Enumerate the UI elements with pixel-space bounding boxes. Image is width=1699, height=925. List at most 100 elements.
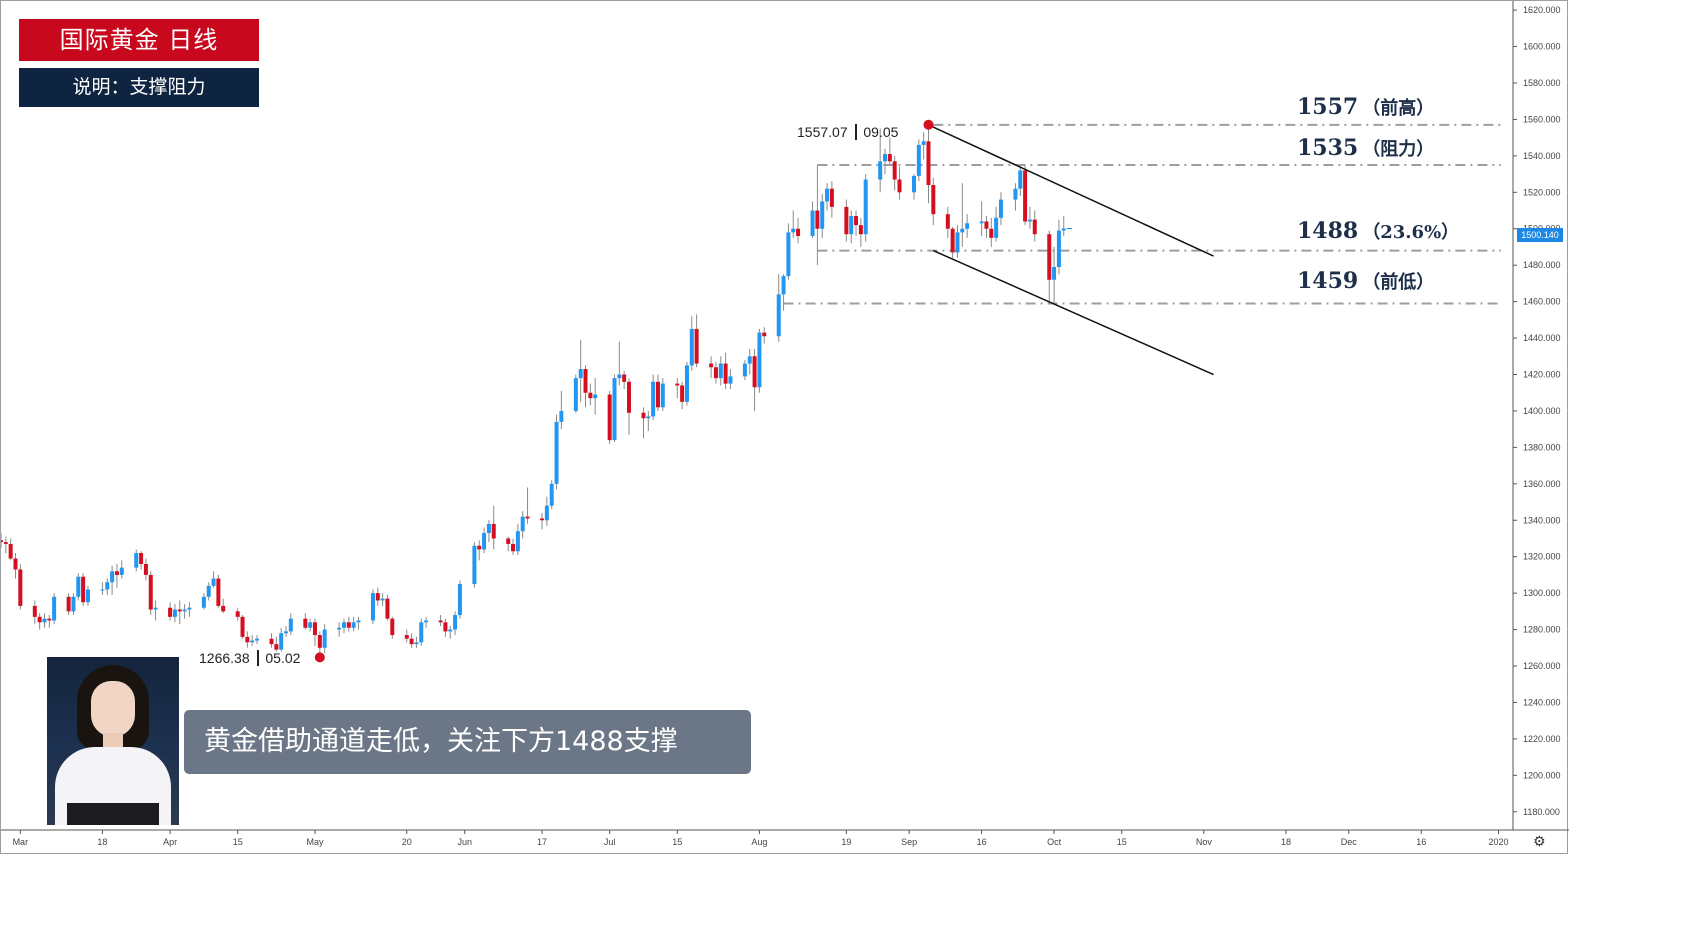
candle-up xyxy=(1013,188,1018,200)
x-tick-label: Jul xyxy=(604,837,616,847)
candle-up xyxy=(1018,170,1023,189)
y-tick-label: 1540.000 xyxy=(1523,151,1561,161)
x-tick-label: 16 xyxy=(977,837,987,847)
high-marker xyxy=(923,119,934,130)
candle-down xyxy=(583,369,588,393)
candle-up xyxy=(255,638,260,641)
candle-up xyxy=(573,378,578,411)
level-tag: （阻力） xyxy=(1362,139,1435,160)
gear-icon[interactable]: ⚙ xyxy=(1533,834,1546,850)
candle-down xyxy=(143,563,148,575)
candle-down xyxy=(32,605,37,617)
low-annotation: 1266.38 05.02 xyxy=(199,650,301,666)
candle-down xyxy=(303,618,308,628)
candle-down xyxy=(815,210,820,229)
candle-up xyxy=(250,640,255,643)
candle-up xyxy=(994,217,999,238)
candle-down xyxy=(409,638,414,645)
y-tick-label: 1220.000 xyxy=(1523,734,1561,744)
candle-up xyxy=(71,596,76,612)
candle-down xyxy=(1,540,3,543)
candle-down xyxy=(713,367,718,379)
high-price: 1557.07 xyxy=(797,124,848,140)
candle-up xyxy=(825,188,830,202)
candle-up xyxy=(76,576,81,597)
candle-up xyxy=(448,629,453,632)
level-value: 1488 xyxy=(1297,218,1359,244)
candle-down xyxy=(897,179,902,193)
candle-up xyxy=(979,221,984,224)
candle-down xyxy=(680,385,685,402)
candle-up xyxy=(351,622,356,628)
candle-up xyxy=(100,589,105,591)
candle-down xyxy=(829,188,834,207)
candle-up xyxy=(308,622,313,628)
y-tick-label: 1520.000 xyxy=(1523,187,1561,197)
candle-down xyxy=(887,154,892,162)
candle-up xyxy=(515,531,520,552)
candle-up xyxy=(998,199,1003,218)
candle-down xyxy=(168,607,173,617)
candle-up xyxy=(578,369,583,379)
candle-down xyxy=(274,644,279,650)
candle-up xyxy=(520,516,525,532)
candle-up xyxy=(728,376,733,384)
y-tick-label: 1440.000 xyxy=(1523,333,1561,343)
level-tag: （23.6%） xyxy=(1362,222,1460,243)
candle-down xyxy=(66,596,71,612)
candle-up xyxy=(211,578,216,586)
current-price-tag: 1500.140 xyxy=(1517,228,1563,242)
y-tick-label: 1300.000 xyxy=(1523,588,1561,598)
x-tick-label: Apr xyxy=(163,837,177,847)
candle-up xyxy=(1052,267,1057,280)
candle-down xyxy=(854,215,859,226)
candle-down xyxy=(506,538,511,544)
candle-down xyxy=(245,636,250,643)
y-tick-label: 1260.000 xyxy=(1523,661,1561,671)
candle-up xyxy=(52,596,57,621)
candle-down xyxy=(438,620,443,623)
candle-up xyxy=(781,276,786,295)
candle-up xyxy=(863,179,868,235)
candle-down xyxy=(1023,170,1028,222)
candle-down xyxy=(709,363,714,368)
candle-down xyxy=(1032,219,1037,235)
presenter-photo xyxy=(47,657,179,825)
candle-down xyxy=(675,383,680,386)
candle-up xyxy=(849,215,854,235)
y-tick-label: 1380.000 xyxy=(1523,442,1561,452)
caption-banner: 黄金借助通道走低，关注下方1488支撑 xyxy=(184,710,751,774)
candle-up xyxy=(482,533,487,550)
candle-down xyxy=(694,328,699,364)
y-tick-label: 1600.000 xyxy=(1523,42,1561,52)
candle-up xyxy=(820,201,825,229)
candle-up xyxy=(689,328,694,366)
candle-up xyxy=(544,505,549,521)
candle-down xyxy=(796,228,801,237)
chart-canvas: 1620.000 1600.000 1580.000 1560.000 1540.000… xyxy=(0,0,1569,854)
candle-up xyxy=(747,356,752,364)
candle-up xyxy=(916,144,921,176)
chart-title: 国际黄金 日线 xyxy=(19,19,259,61)
candle-down xyxy=(762,332,767,337)
candle-up xyxy=(684,365,689,402)
channel-line xyxy=(933,249,1214,376)
candle-down xyxy=(926,141,931,186)
candle-down xyxy=(950,228,955,253)
candle-up xyxy=(486,523,491,534)
candle-up xyxy=(559,410,564,422)
candle-down xyxy=(148,574,153,610)
candle-up xyxy=(878,161,883,180)
candle-down xyxy=(404,635,409,639)
candle-down xyxy=(240,616,245,637)
candle-up xyxy=(742,363,747,377)
candle-up xyxy=(921,141,926,145)
candle-up xyxy=(322,629,327,648)
candle-up xyxy=(153,607,158,610)
candle-down xyxy=(312,622,317,636)
candle-down xyxy=(491,523,496,539)
candle-down xyxy=(385,598,390,619)
candle-down xyxy=(221,605,226,612)
x-tick-label: May xyxy=(306,837,324,847)
candle-down xyxy=(540,518,545,521)
